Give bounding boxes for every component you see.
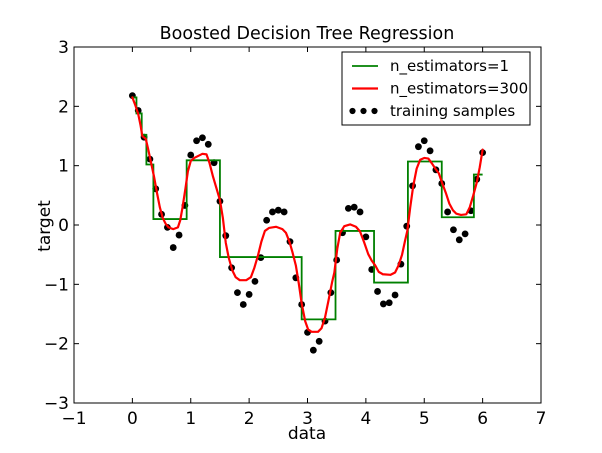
series-layer (128, 92, 487, 354)
training-sample-point (280, 208, 288, 216)
training-sample-point (239, 301, 247, 308)
x-tick-label: 4 (360, 409, 371, 429)
y-tick-label: 1 (58, 157, 69, 177)
training-sample-point (350, 203, 358, 211)
training-sample-point (245, 291, 253, 298)
legend-label-n-estimators-300: n_estimators=300 (390, 80, 528, 99)
legend: n_estimators=1 n_estimators=300 training… (341, 51, 531, 126)
training-sample-point (204, 140, 212, 148)
training-sample-point (444, 208, 451, 216)
axes-layer: −1 0 1 2 3 4 5 6 7 −3 −2 −1 0 1 2 3 (44, 38, 546, 429)
training-sample-point (391, 291, 399, 299)
training-samples-series (128, 92, 487, 354)
chart-title: Boosted Decision Tree Regression (160, 24, 455, 44)
y-tick-label: −2 (44, 335, 69, 355)
training-sample-point (356, 208, 364, 216)
training-sample-point (450, 226, 457, 234)
training-sample-point (344, 204, 352, 212)
training-sample-point (426, 147, 434, 155)
y-tick-label: 2 (58, 97, 69, 117)
legend-label-n-estimators-1: n_estimators=1 (390, 57, 509, 76)
training-sample-point (415, 143, 422, 151)
training-sample-point (362, 233, 370, 241)
training-sample-point (234, 289, 241, 297)
training-sample-point (269, 208, 276, 216)
training-sample-point (461, 230, 469, 238)
training-sample-point (199, 134, 206, 142)
training-sample-point (263, 216, 271, 224)
training-sample-point (187, 151, 195, 159)
training-sample-point (193, 137, 200, 145)
training-sample-point (169, 244, 177, 251)
y-tick-label: −3 (44, 394, 69, 414)
training-sample-point (175, 231, 183, 239)
x-tick-label: 3 (302, 409, 313, 429)
y-tick-label: −1 (44, 275, 69, 295)
x-tick-label: 7 (536, 409, 547, 429)
training-sample-point (315, 337, 323, 345)
training-sample-point (251, 277, 259, 285)
training-sample-point (420, 137, 428, 145)
regression-line-n-estimators-300 (131, 96, 484, 333)
y-tick-label: 3 (58, 38, 69, 58)
y-axis-label: target (35, 200, 55, 252)
x-axis-label: data (288, 424, 326, 444)
training-sample-point (455, 236, 463, 244)
training-sample-point (379, 300, 387, 308)
x-tick-label: 0 (127, 409, 138, 429)
x-tick-label: −1 (61, 409, 86, 429)
training-sample-point (309, 346, 317, 354)
training-sample-point (374, 288, 381, 295)
legend-swatch-training-samples-dots-icon (349, 107, 378, 115)
x-tick-label: 2 (244, 409, 255, 429)
training-sample-point (274, 206, 282, 214)
legend-label-training-samples: training samples (390, 102, 515, 120)
training-sample-point (385, 299, 393, 307)
x-tick-label: 5 (419, 409, 430, 429)
x-tick-label: 1 (185, 409, 196, 429)
y-tick-label: 0 (58, 216, 69, 236)
x-tick-label: 6 (477, 409, 488, 429)
